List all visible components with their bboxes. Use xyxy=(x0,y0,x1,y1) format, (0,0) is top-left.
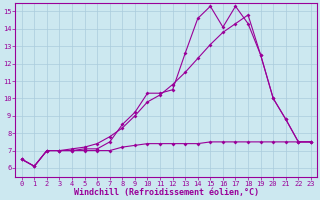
X-axis label: Windchill (Refroidissement éolien,°C): Windchill (Refroidissement éolien,°C) xyxy=(74,188,259,197)
